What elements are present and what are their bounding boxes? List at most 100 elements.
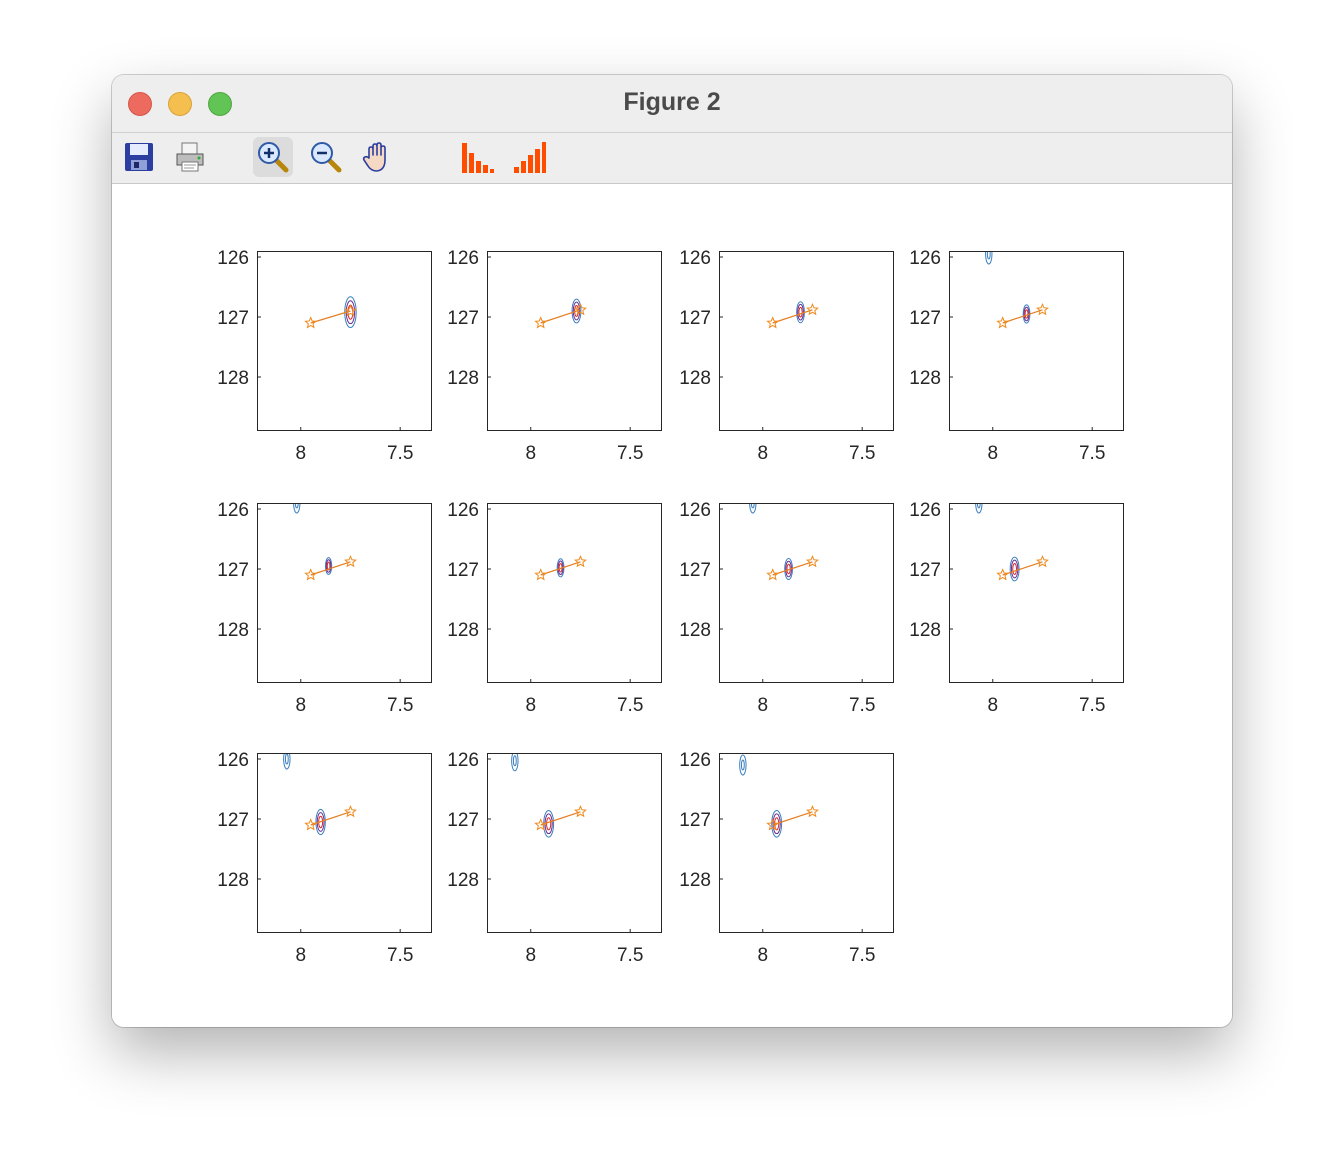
y-tick-label: 128 xyxy=(447,620,479,641)
start-star-marker xyxy=(534,818,548,831)
x-tick-label: 8 xyxy=(525,945,536,966)
axes-frame xyxy=(487,251,662,431)
trajectory-line xyxy=(310,811,351,826)
peak-contour-mid xyxy=(772,813,781,835)
axes-frame xyxy=(487,753,662,933)
axes-frame xyxy=(257,503,432,683)
trajectory-line xyxy=(310,310,351,324)
start-star-marker xyxy=(304,818,318,831)
x-tick-label: 8 xyxy=(757,695,768,716)
start-star-marker xyxy=(996,316,1010,329)
y-tick-label: 126 xyxy=(217,248,249,269)
y-tick-label: 127 xyxy=(909,308,941,329)
axes-background xyxy=(719,503,894,683)
zoom-window-button[interactable] xyxy=(208,92,232,116)
axes-frame xyxy=(949,503,1124,683)
figure-window: Figure 2 xyxy=(112,75,1232,1027)
close-button[interactable] xyxy=(128,92,152,116)
x-tick-label: 7.5 xyxy=(1079,695,1105,716)
x-tick-label: 7.5 xyxy=(617,443,643,464)
peak-contour-mid xyxy=(316,812,325,832)
subplot-9: 126 127 128 8 7.5 xyxy=(217,750,432,966)
plot-contents xyxy=(534,554,587,581)
x-tick-label: 8 xyxy=(757,443,768,464)
edge-peak-contour-inner xyxy=(750,503,755,509)
peak-contour-mid xyxy=(1010,559,1019,579)
y-tick-label: 128 xyxy=(217,620,249,641)
edge-peak-contour xyxy=(749,503,757,514)
bar-chart-ascending-button[interactable] xyxy=(509,137,549,177)
subplot-4: 126 127 128 8 7.5 xyxy=(909,248,1124,464)
zoom-out-icon xyxy=(311,142,342,173)
y-tick-label: 127 xyxy=(679,810,711,831)
x-tick-label: 8 xyxy=(295,695,306,716)
edge-peak-contour-inner xyxy=(976,503,981,509)
edge-peak-contour-inner xyxy=(986,251,991,260)
start-star-marker xyxy=(304,568,318,581)
axes-frame xyxy=(719,251,894,431)
subplot-5: 126 127 128 8 7.5 xyxy=(217,500,432,716)
edge-peak-contour-inner xyxy=(294,503,299,509)
start-star-marker xyxy=(766,568,780,581)
x-tick-label: 8 xyxy=(295,945,306,966)
y-tick-label: 128 xyxy=(679,870,711,891)
end-star-marker xyxy=(574,804,587,818)
y-tick-label: 126 xyxy=(217,750,249,771)
plot-contents xyxy=(766,301,819,329)
edge-peak-contour-inner xyxy=(512,755,517,767)
y-tick-label: 126 xyxy=(679,500,711,521)
trajectory-line xyxy=(772,561,813,576)
end-star-marker xyxy=(1036,302,1049,316)
trajectory-line xyxy=(310,561,351,576)
axes-background xyxy=(487,753,662,933)
y-tick-label: 128 xyxy=(909,620,941,641)
axes-background xyxy=(719,753,894,933)
y-tick-label: 127 xyxy=(447,560,479,581)
axes-frame xyxy=(257,753,432,933)
peak-contour-mid xyxy=(572,301,581,321)
pan-button[interactable] xyxy=(358,137,398,177)
plot-contents xyxy=(511,753,587,838)
y-tick-label: 126 xyxy=(447,750,479,771)
axes-background xyxy=(257,503,432,683)
y-tick-label: 126 xyxy=(679,750,711,771)
axes-frame xyxy=(487,503,662,683)
bar-chart-button[interactable] xyxy=(457,137,497,177)
axes-frame xyxy=(719,753,894,933)
peak-contour-core xyxy=(326,561,331,571)
plot-contents xyxy=(985,251,1049,329)
x-tick-label: 7.5 xyxy=(387,443,413,464)
minimize-button[interactable] xyxy=(168,92,192,116)
x-tick-label: 7.5 xyxy=(617,945,643,966)
axes-frame xyxy=(949,251,1124,431)
trajectory-line xyxy=(540,309,581,324)
y-tick-label: 127 xyxy=(679,308,711,329)
print-button[interactable] xyxy=(170,137,210,177)
peak-contour-core xyxy=(546,817,552,831)
subplot-3: 126 127 128 8 7.5 xyxy=(679,248,894,464)
x-tick-label: 8 xyxy=(987,443,998,464)
axes-background xyxy=(949,503,1124,683)
x-tick-label: 7.5 xyxy=(387,945,413,966)
trajectory-line xyxy=(1002,309,1043,324)
x-tick-label: 7.5 xyxy=(387,695,413,716)
x-tick-label: 8 xyxy=(987,695,998,716)
save-button[interactable] xyxy=(119,137,159,177)
window-title: Figure 2 xyxy=(623,88,721,116)
bar-chart-ascending-icon xyxy=(514,142,546,173)
y-tick-label: 128 xyxy=(679,620,711,641)
axes-background xyxy=(949,251,1124,431)
y-tick-label: 127 xyxy=(447,308,479,329)
zoom-out-button[interactable] xyxy=(306,137,346,177)
subplot-2: 126 127 128 8 7.5 xyxy=(447,248,662,464)
edge-peak-contour-inner xyxy=(740,759,745,771)
edge-peak-contour xyxy=(283,753,291,770)
trajectory-line xyxy=(540,561,581,576)
trajectory-line xyxy=(1002,561,1043,576)
edge-peak-contour xyxy=(985,251,993,265)
zoom-in-button[interactable] xyxy=(253,137,293,177)
plot-contents xyxy=(749,503,819,581)
end-star-marker xyxy=(1036,554,1049,568)
peak-contour-mid xyxy=(325,559,332,573)
